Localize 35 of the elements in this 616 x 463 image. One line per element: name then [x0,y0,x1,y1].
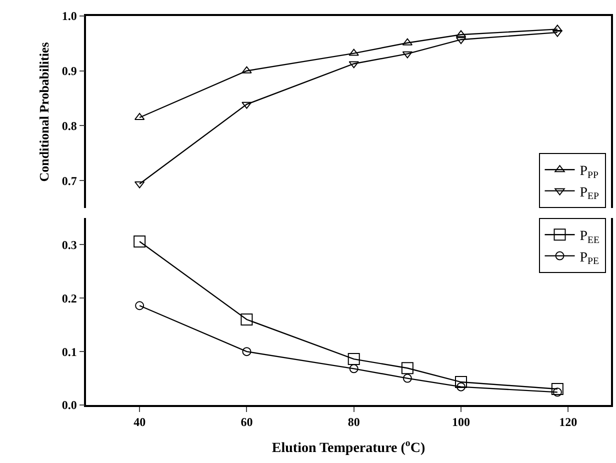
point [349,364,358,374]
point [401,362,414,374]
legend-label: P$_{PP}$ [580,164,599,181]
y-axis-title: Conditional Probabilities [36,42,52,182]
x-tick-label: 60 [240,415,253,430]
point [242,347,252,356]
y-tick-label: 1.0 [62,9,77,24]
point [551,382,564,395]
legend-label: P$_{PE}$ [580,250,599,268]
point [348,48,359,56]
x-tick-label: 40 [134,415,146,430]
y-tick-label: 0.3 [62,238,77,252]
y-tick-label: 0.2 [62,291,77,306]
point [242,66,252,74]
legend-label: P$_{EP}$ [580,185,600,202]
point [135,301,144,310]
point [456,382,466,392]
point [240,314,253,326]
point [242,102,252,109]
point [402,374,412,383]
y-tick-label: 0.8 [62,118,77,133]
y-tick-label: 0.7 [62,174,77,188]
y-tick-label: 0.0 [62,398,77,412]
point [552,388,562,397]
point [348,61,359,68]
x-tick-label: 100 [452,415,470,430]
x-axis-title: Elution Temperature ($^{o}$C) [272,438,426,456]
x-tick-label: 80 [348,415,360,430]
y-tick-label: 0.9 [62,64,77,78]
x-tick-label: 120 [559,415,578,430]
point [455,376,467,388]
y-tick-label: 0.1 [62,344,77,359]
legend-label: P$_{EE}$ [580,229,600,246]
point [134,236,146,248]
point [348,353,360,366]
